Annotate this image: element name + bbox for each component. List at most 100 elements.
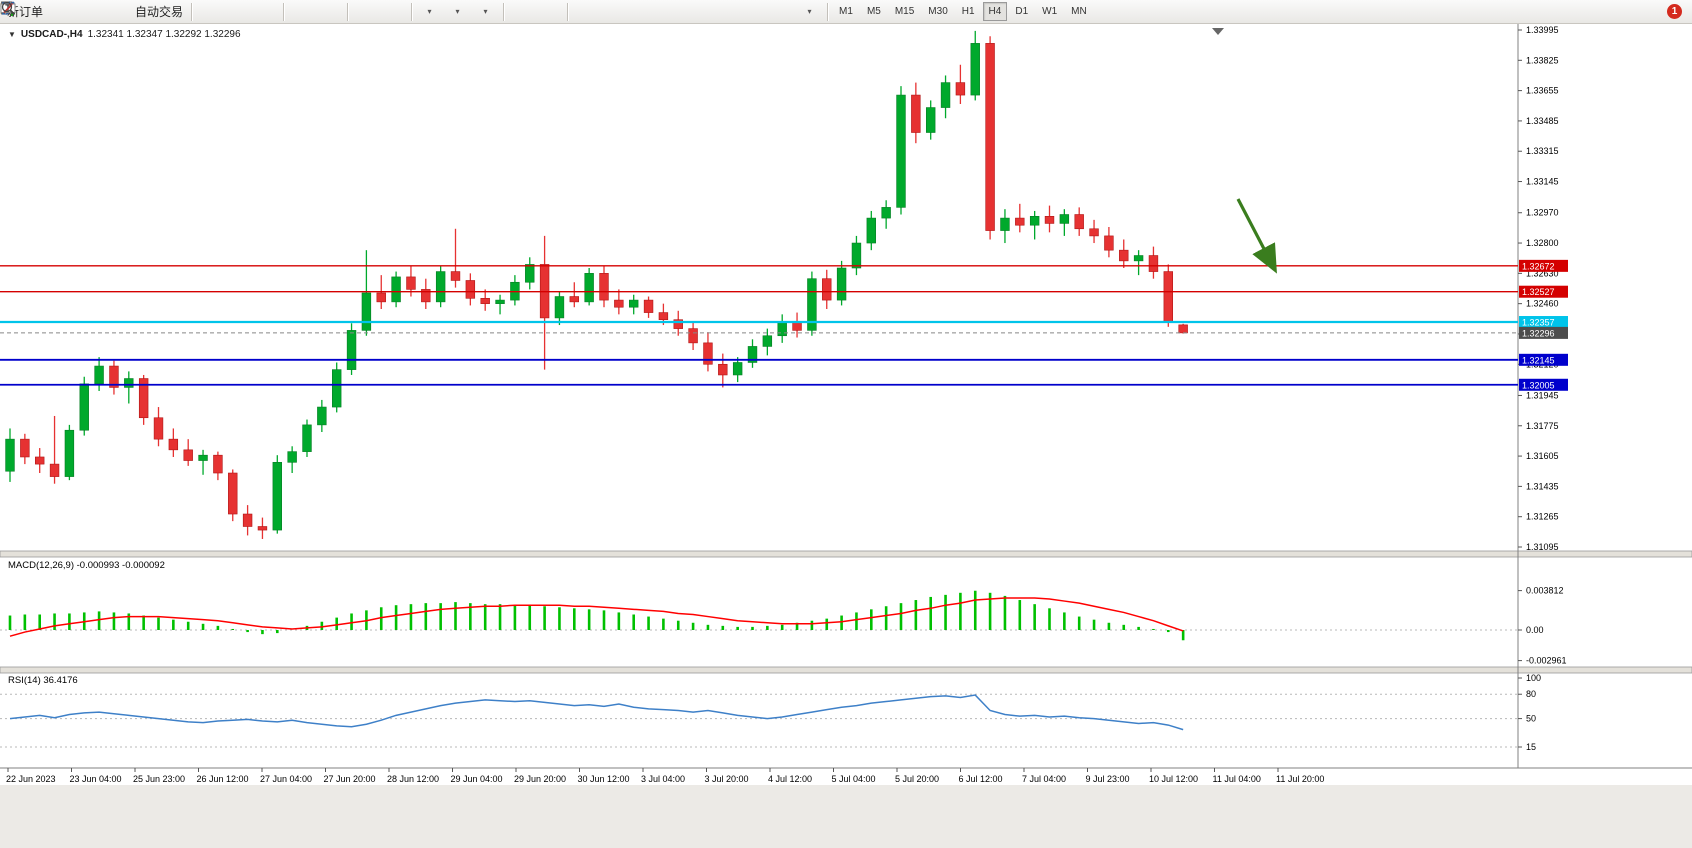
price-tag[interactable] bbox=[1519, 259, 1568, 272]
tile-windows-button[interactable] bbox=[2, 1, 380, 23]
panel-splitter[interactable] bbox=[0, 666, 1692, 674]
price-tag-label: 1.32145 bbox=[1522, 355, 1555, 365]
candle-body bbox=[317, 406, 327, 426]
zoom-in-button[interactable] bbox=[1, 1, 316, 23]
trendline-button[interactable] bbox=[1, 1, 656, 23]
macd-signal-line bbox=[9, 597, 1184, 637]
time-axis-label: 10 Jul 12:00 bbox=[1149, 774, 1198, 784]
candle-body bbox=[79, 383, 89, 431]
collapse-triangle-icon[interactable]: ▼ bbox=[8, 30, 16, 39]
candle-body bbox=[213, 454, 223, 474]
vertical-line-button[interactable] bbox=[7, 1, 600, 23]
candlestick-chart-button[interactable] bbox=[2, 1, 252, 23]
time-axis-label: 27 Jun 20:00 bbox=[324, 774, 376, 784]
label-button[interactable]: T bbox=[0, 1, 796, 23]
candle-body bbox=[925, 107, 936, 133]
timeframe-button-m30[interactable]: M30 bbox=[928, 6, 948, 17]
candle-body bbox=[138, 378, 149, 419]
price-tag[interactable] bbox=[1519, 285, 1568, 298]
candle-body bbox=[554, 296, 565, 319]
autotrading-button[interactable]: 自动交易 bbox=[4, 1, 188, 23]
toolbar-separator bbox=[283, 2, 286, 21]
price-tag[interactable] bbox=[1519, 378, 1568, 391]
fibonacci-button[interactable] bbox=[2, 1, 712, 23]
cursor-button[interactable] bbox=[5, 1, 536, 23]
templates-button[interactable]: ▾ bbox=[1, 1, 500, 23]
grid-button[interactable] bbox=[2, 1, 740, 23]
candle-body bbox=[124, 378, 134, 388]
rsi-axis-label: 100 bbox=[1526, 673, 1541, 683]
candle-body bbox=[1059, 214, 1070, 224]
candle-body bbox=[1148, 255, 1159, 272]
candle-body bbox=[109, 365, 119, 388]
candle-body bbox=[64, 429, 75, 477]
candle-body bbox=[777, 321, 787, 337]
text-button[interactable]: A bbox=[4, 1, 768, 23]
candle-body bbox=[569, 296, 580, 303]
zoom-out-button[interactable] bbox=[1, 1, 344, 23]
navigator-icon[interactable] bbox=[1, 1, 132, 23]
timeframe-button-h1[interactable]: H1 bbox=[961, 6, 975, 17]
time-axis-label: 29 Jun 04:00 bbox=[451, 774, 503, 784]
candle-body bbox=[970, 43, 980, 96]
candle-body bbox=[480, 298, 490, 304]
price-tag[interactable] bbox=[1519, 316, 1568, 329]
autotrading-button-label: 自动交易 bbox=[135, 5, 184, 19]
dropdown-arrow-icon: ▾ bbox=[483, 7, 488, 16]
time-axis-label: 25 Jun 23:00 bbox=[133, 774, 185, 784]
candle-body bbox=[465, 280, 476, 299]
price-axis-label: 1.31095 bbox=[1526, 542, 1559, 552]
line-chart-button[interactable] bbox=[1, 1, 280, 23]
candle-body bbox=[599, 273, 609, 301]
candle-body bbox=[985, 43, 995, 231]
dropdown-arrow-icon: ▾ bbox=[427, 7, 432, 16]
channel-button[interactable] bbox=[1, 1, 684, 23]
price-tag[interactable] bbox=[1519, 326, 1568, 339]
annotation-arrow[interactable] bbox=[1236, 198, 1277, 274]
arrows-button[interactable]: ▾ bbox=[3, 1, 824, 23]
panel-splitter[interactable] bbox=[0, 550, 1692, 558]
timeframe-button-mn[interactable]: MN bbox=[1071, 6, 1087, 17]
timeframe-button-m15[interactable]: M15 bbox=[894, 6, 915, 17]
notification-badge[interactable]: 1 bbox=[1667, 4, 1682, 19]
cascade-windows-button[interactable] bbox=[1, 1, 408, 23]
timeframe-button-d1[interactable]: D1 bbox=[1015, 6, 1029, 17]
toolbar-separator bbox=[191, 2, 194, 21]
candle-body bbox=[658, 312, 669, 320]
crosshair-button[interactable] bbox=[2, 1, 564, 23]
price-tag[interactable] bbox=[1519, 353, 1568, 366]
toolbar-separator bbox=[347, 2, 350, 21]
chart-shift-marker[interactable] bbox=[1212, 28, 1224, 35]
timeframe-button-w1[interactable]: W1 bbox=[1042, 6, 1058, 17]
candle-body bbox=[168, 438, 179, 451]
toolbar-separator bbox=[567, 2, 570, 21]
time-axis-label: 28 Jun 12:00 bbox=[387, 774, 439, 784]
toolbar-separator bbox=[411, 2, 414, 21]
timeframe-button-m1[interactable]: M1 bbox=[839, 6, 853, 17]
candle-body bbox=[940, 82, 951, 108]
chart-background bbox=[0, 24, 1692, 785]
candle-body bbox=[881, 207, 891, 219]
candle-body bbox=[450, 271, 461, 281]
horizontal-line-button[interactable] bbox=[2, 1, 628, 23]
timeframe-button-h4[interactable]: H4 bbox=[982, 2, 1008, 21]
candle-body bbox=[376, 292, 386, 303]
candle-body bbox=[1044, 215, 1055, 224]
timeframe-button-m5[interactable]: M5 bbox=[866, 6, 881, 17]
candle-body bbox=[896, 94, 906, 208]
charts-profile-icon[interactable] bbox=[0, 1, 76, 23]
price-axis-label: 1.33655 bbox=[1526, 86, 1559, 96]
periods-button[interactable]: ▾ bbox=[1, 1, 472, 23]
time-axis-label: 27 Jun 04:00 bbox=[260, 774, 312, 784]
data-window-icon[interactable] bbox=[1, 1, 104, 23]
candle-body bbox=[911, 94, 921, 133]
bar-chart-button[interactable] bbox=[2, 1, 224, 23]
new-chart-button[interactable]: ▾ bbox=[0, 1, 444, 23]
candle-body bbox=[732, 362, 743, 376]
candle-body bbox=[361, 292, 372, 331]
rsi-line bbox=[9, 694, 1184, 731]
candle-body bbox=[747, 346, 758, 363]
candle-body bbox=[584, 273, 594, 303]
